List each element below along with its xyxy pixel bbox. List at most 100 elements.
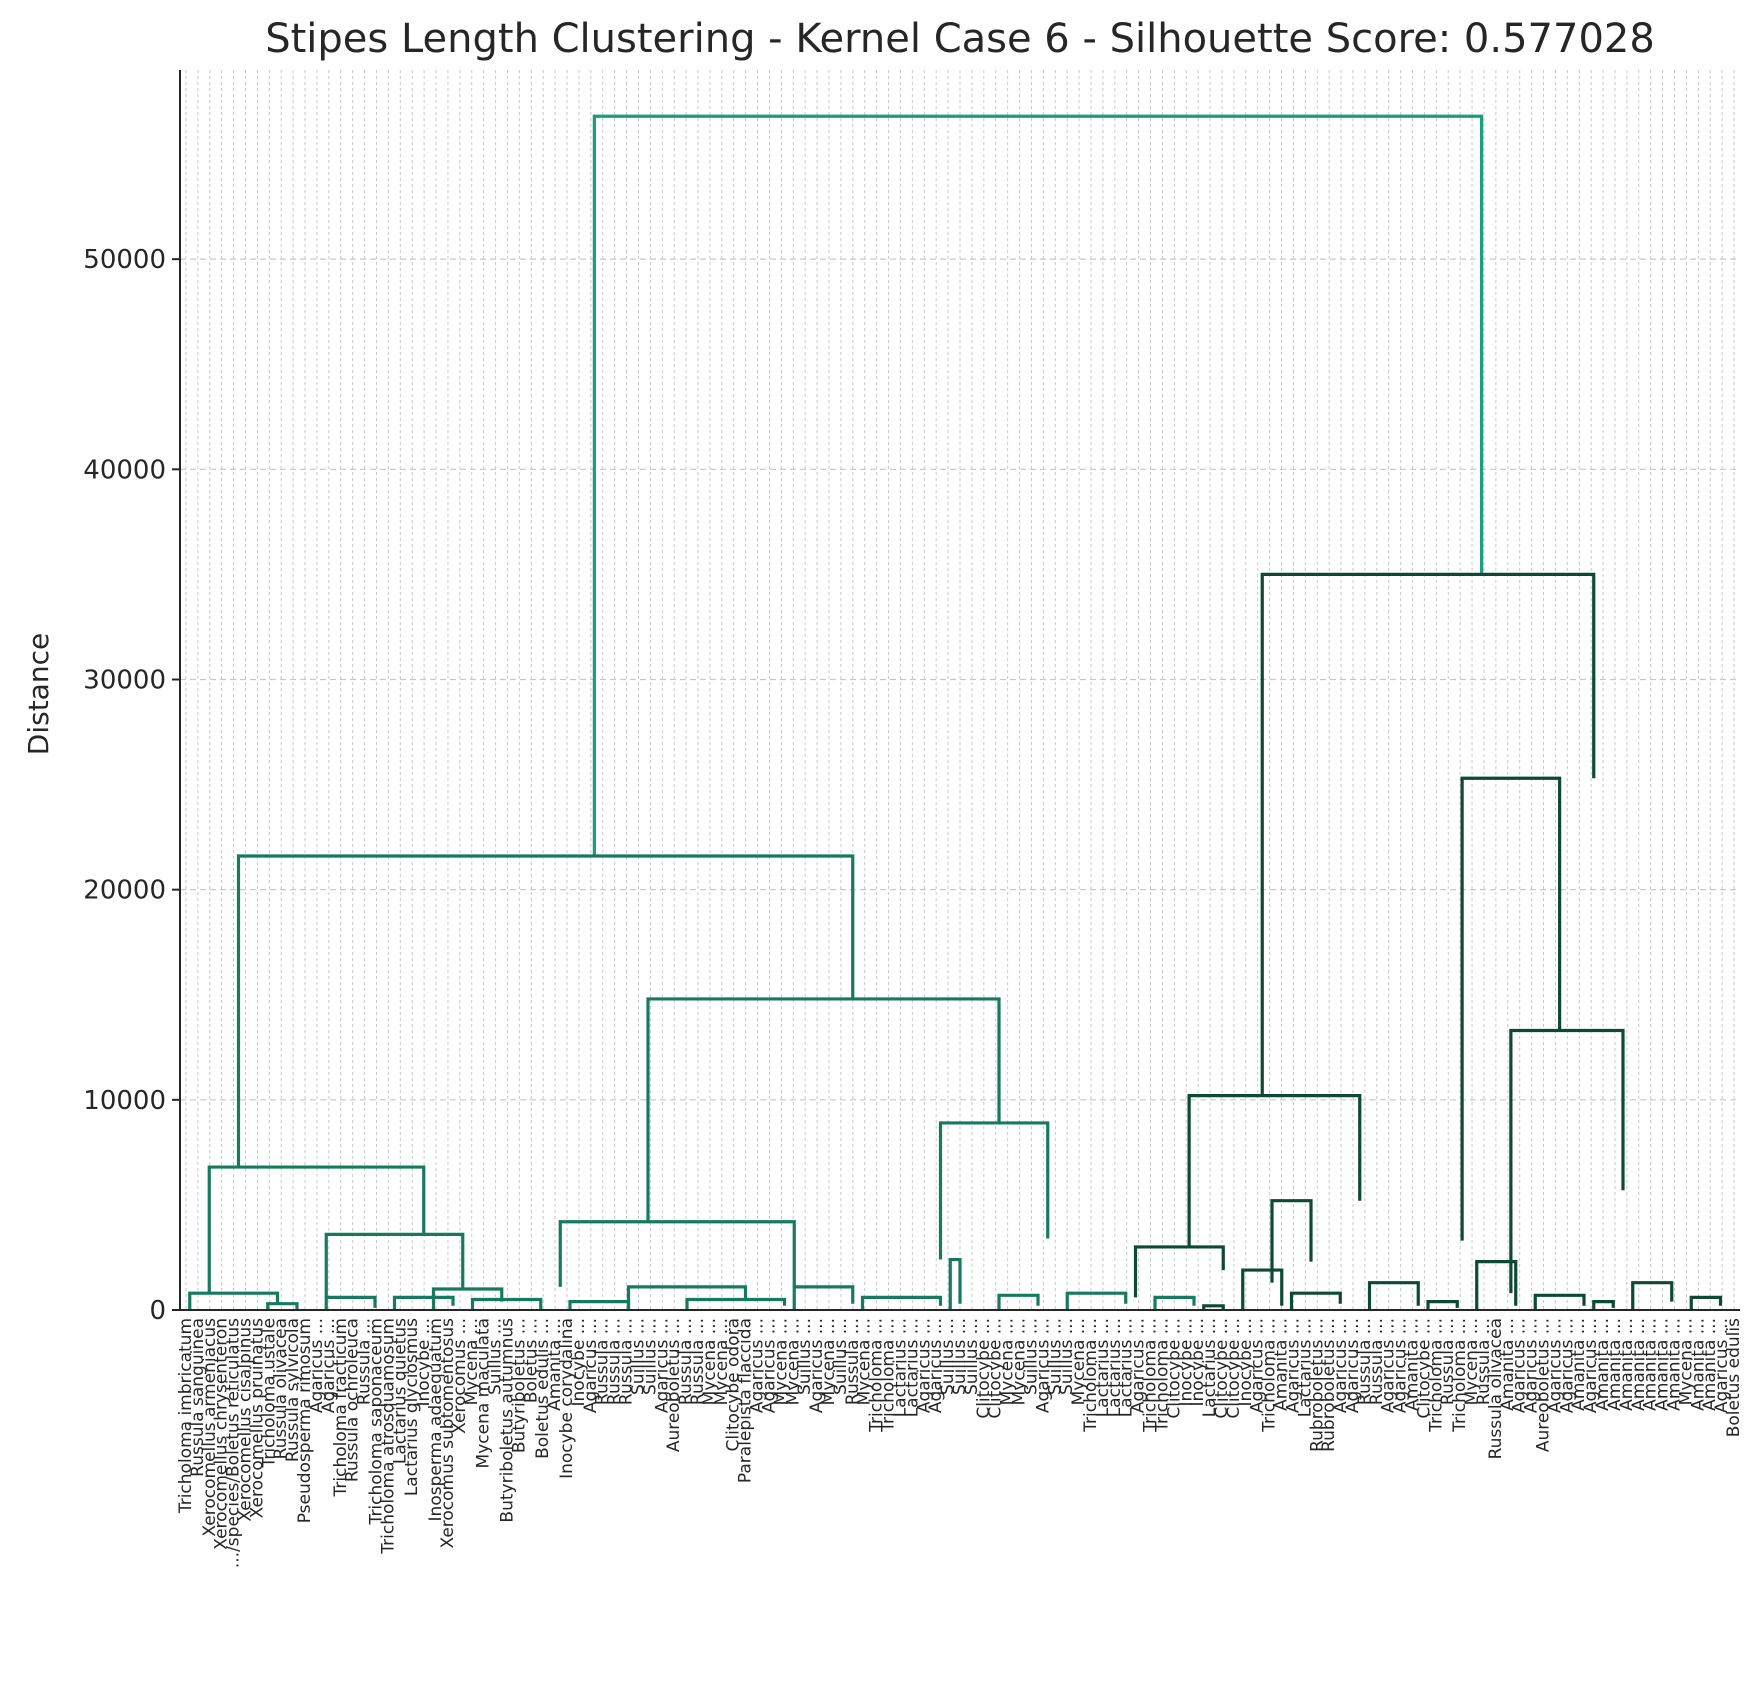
leaf-link-3	[392, 1295, 455, 1310]
leaf-link-13	[1065, 1291, 1128, 1310]
leaf-label-106: Russula ...	[1438, 1318, 1458, 1405]
leaf-label-82: Tricholoma ...	[1152, 1318, 1172, 1433]
leaf-label-12: Agaricus ...	[319, 1318, 339, 1413]
link-4	[938, 1121, 1050, 1260]
leaf-label-31: Amanita ...	[545, 1318, 565, 1411]
leaf-label-83: Clitocybe ...	[1164, 1318, 1184, 1419]
leaf-label-67: Clitocybe ...	[974, 1318, 994, 1419]
leaf-link-14	[1153, 1295, 1196, 1310]
leaf-label-128: Amanita ...	[1700, 1318, 1720, 1411]
leaf-label-110: Russula olivacea	[1486, 1318, 1506, 1459]
leaf-link-17	[1289, 1291, 1342, 1310]
leaf-label-109: Russula ...	[1474, 1318, 1494, 1405]
leaf-link-10	[860, 1295, 943, 1310]
leaf-label-81: Tricholoma ...	[1141, 1318, 1161, 1433]
leaf-label-5: Xerocomellus cisalpinus	[235, 1318, 255, 1522]
leaf-label-89: Inocybe ...	[1236, 1318, 1256, 1406]
leaf-label-51: Mycena ...	[783, 1318, 803, 1405]
leaf-label-105: Tricholoma ...	[1426, 1318, 1446, 1433]
link-0	[592, 114, 1484, 857]
link-8	[1509, 1028, 1625, 1294]
y-tick-label-4: 40000	[83, 455, 166, 485]
leaf-label-100: Russula ...	[1367, 1318, 1387, 1405]
leaf-label-90: Agaricus ...	[1248, 1318, 1268, 1413]
leaf-label-30: Boletus edulis ...	[533, 1318, 553, 1459]
leaf-label-34: Agaricus ...	[581, 1318, 601, 1413]
leaf-label-13: Tricholoma fracticum	[331, 1318, 351, 1497]
leaf-label-96: Rubroboletus ...	[1319, 1318, 1339, 1452]
leaf-label-63: Agaricus ...	[926, 1318, 946, 1413]
leaf-label-91: Tricholoma ...	[1260, 1318, 1280, 1433]
leaf-label-99: Russula ...	[1355, 1318, 1375, 1405]
link-3	[646, 997, 1001, 1222]
leaf-link-21	[1533, 1293, 1586, 1310]
leaf-label-23: Xerocomus ...	[450, 1318, 470, 1434]
leaf-label-20: Inocybe ...	[414, 1318, 434, 1406]
leaf-label-50: Mycena ...	[771, 1318, 791, 1405]
y-tick-label-1: 10000	[83, 1086, 166, 1116]
leaf-label-55: Suillus ...	[831, 1318, 851, 1395]
axes	[179, 70, 1740, 1311]
leaf-label-78: Lactarius ...	[1105, 1318, 1125, 1417]
leaf-label-107: Tricholoma ...	[1450, 1318, 1470, 1433]
leaf-link-18	[1367, 1281, 1420, 1310]
leaf-label-7: Tricholoma ustale	[259, 1318, 279, 1469]
leaf-label-48: Agaricus ...	[748, 1318, 768, 1413]
leaf-link-15	[1202, 1304, 1225, 1310]
leaf-label-80: Agaricus ...	[1129, 1318, 1149, 1413]
leaf-label-69: Mycena ...	[998, 1318, 1018, 1405]
leaf-label-58: Tricholoma ...	[867, 1318, 887, 1433]
leaf-label-32: Inocybe corydalina	[557, 1318, 577, 1479]
leaf-label-44: Mycena ...	[700, 1318, 720, 1405]
leaf-label-33: Inocybe ...	[569, 1318, 589, 1406]
leaf-label-46: Clitocybe odora	[724, 1318, 744, 1451]
link-6	[1187, 1094, 1362, 1247]
leaf-label-15: Russula ...	[355, 1318, 375, 1405]
leaf-label-129: Agaricus ...	[1712, 1318, 1732, 1413]
leaf-label-49: Agaricus ...	[759, 1318, 779, 1413]
leaf-label-117: Amanita ...	[1569, 1318, 1589, 1411]
leaf-label-127: Amanita ...	[1688, 1318, 1708, 1411]
leaf-label-77: Lactarius ...	[1093, 1318, 1113, 1417]
leaf-link-22	[1592, 1299, 1615, 1310]
leaf-label-130: Boletus edulis	[1724, 1318, 1744, 1437]
leaf-link-11	[948, 1257, 962, 1310]
y-ticks: 0 10000 20000 30000 40000 50000	[83, 245, 180, 1326]
leaf-label-61: Lactarius ...	[902, 1318, 922, 1417]
leaf-label-68: Clitocybe ...	[986, 1318, 1006, 1419]
leaf-label-18: Lactarius quietus	[390, 1318, 410, 1464]
leaf-label-3: Xerocomellus chrysenteron	[212, 1318, 232, 1550]
leaf-label-45: Mycena ...	[712, 1318, 732, 1405]
leaf-link-16	[1241, 1268, 1284, 1310]
grid-lines	[180, 70, 1740, 1311]
y-tick-label-0: 0	[149, 1296, 166, 1326]
y-axis-label: Distance	[22, 633, 55, 755]
link-5	[1260, 572, 1596, 1096]
leaf-label-40: Agaricus ...	[652, 1318, 672, 1413]
leaf-label-35: Russula ...	[593, 1318, 613, 1405]
leaf-label-39: Suillus ...	[640, 1318, 660, 1395]
leaf-label-85: Inocybe ...	[1188, 1318, 1208, 1406]
leaf-label-47: Paralepista flaccida	[736, 1318, 756, 1483]
y-tick-label-3: 30000	[83, 665, 166, 695]
leaf-label-119: Amanita ...	[1593, 1318, 1613, 1411]
leaf-label-124: Amanita ...	[1653, 1318, 1673, 1411]
leaf-label-17: Tricholoma atrosquamosum	[378, 1318, 398, 1555]
leaf-label-54: Mycena ...	[819, 1318, 839, 1405]
leaf-label-92: Amanita ...	[1272, 1318, 1292, 1411]
leaf-label-11: Agaricus ...	[307, 1318, 327, 1413]
leaf-label-112: Agaricus ...	[1510, 1318, 1530, 1413]
leaf-label-88: Clitocybe ...	[1224, 1318, 1244, 1419]
leaf-label-0: Tricholoma imbricatum	[176, 1318, 196, 1514]
leaf-label-120: Amanita ...	[1605, 1318, 1625, 1411]
leaf-label-111: Amanita ...	[1498, 1318, 1518, 1411]
leaf-link-8	[685, 1297, 787, 1310]
leaf-label-28: Butyriboletus ...	[509, 1318, 529, 1453]
leaf-label-26: Suillus ...	[486, 1318, 506, 1395]
leaf-label-65: Suillus ...	[950, 1318, 970, 1395]
leaf-label-114: Aureoboletus ...	[1534, 1318, 1554, 1452]
leaf-label-87: Clitocybe ...	[1212, 1318, 1232, 1419]
leaf-label-10: Pseudosperma rimosum	[295, 1318, 315, 1523]
leaf-label-74: Suillus ...	[1057, 1318, 1077, 1395]
